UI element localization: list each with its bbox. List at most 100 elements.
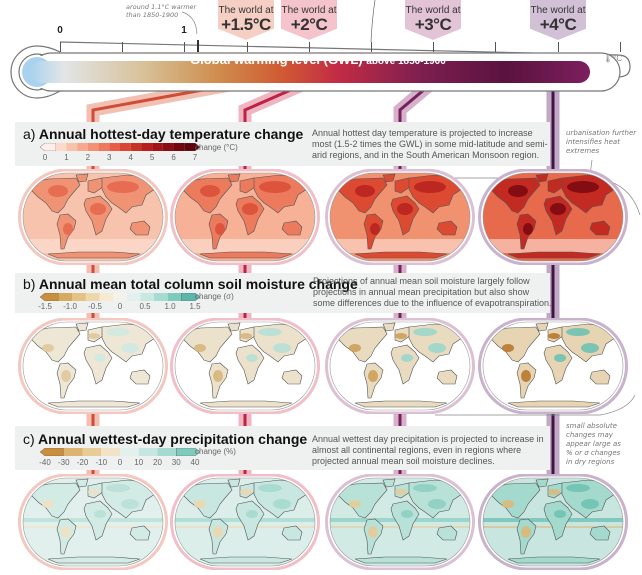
colorbar-swatch	[99, 293, 114, 301]
level-value: +4°C	[539, 15, 577, 34]
colorbar-precipitation	[40, 448, 200, 456]
colorbar-tick-label: 20	[153, 458, 162, 467]
colorbar-tick-labels: -40 -30 -20 -10 0 10 20 30 40	[39, 458, 199, 468]
panel-a-title: a) Annual hottest-day temperature change	[23, 126, 303, 142]
panel-title-text: Annual mean total column soil moisture c…	[38, 276, 358, 292]
colorbar-tick-labels: 0 1 2 3 4 5 6 7	[42, 153, 198, 163]
gwl-title: Global warming level (GWL) above 1850-19…	[190, 50, 446, 70]
colorbar-swatch	[130, 143, 142, 151]
dry-regions-note: small absolute changes may appear large …	[566, 422, 621, 466]
level-prefix: The world at	[281, 5, 337, 16]
map-b-+3°C	[325, 317, 475, 415]
panel-c-header: c) Annual wettest-day precipitation chan…	[15, 426, 550, 470]
current-warming-marker	[197, 40, 199, 52]
level-value: +3°C	[414, 15, 452, 34]
colorbar-tick-label: 0	[42, 153, 48, 162]
colorbar-tick-label: 5	[149, 153, 155, 162]
current-warming-note: around 1.1°C warmer than 1850-1900	[126, 3, 197, 19]
thermometer-icon: 🌡︎°C	[603, 54, 623, 63]
colorbar-tick-label: -0.5	[88, 302, 102, 311]
colorbar-unit: change (%)	[195, 447, 236, 456]
colorbar-swatch	[126, 293, 141, 301]
colorbar-tick-label: -1.5	[38, 302, 52, 311]
colorbar-swatch	[63, 448, 83, 456]
colorbar-swatch	[138, 448, 158, 456]
level-value: +2°C	[290, 15, 328, 34]
map-b-+1.5°C	[18, 317, 168, 415]
colorbar-temperature	[40, 143, 200, 151]
colorbar-swatch	[140, 293, 155, 301]
colorbar-unit: change (σ)	[195, 292, 234, 301]
gwl-subtitle: above 1850-1900	[366, 56, 446, 67]
colorbar-swatch	[87, 143, 99, 151]
colorbar-swatch	[154, 293, 168, 301]
map-a-+4°C	[478, 168, 628, 266]
colorbar-tick-label: 30	[171, 458, 181, 467]
colorbar-swatch	[176, 448, 200, 456]
colorbar-swatches	[40, 448, 200, 456]
colorbar-tick-labels: -1.5 -1.0 -0.5 0 0.5 1.0 1.5	[38, 302, 200, 312]
level-box-3: The world at +3°C	[405, 0, 461, 40]
gwl-tick	[308, 42, 310, 52]
colorbar-swatch	[98, 143, 110, 151]
colorbar-tick-label: 10	[134, 458, 144, 467]
colorbar-soil-moisture	[40, 293, 200, 301]
gwl-tick	[60, 42, 61, 52]
colorbar-tick-label: -20	[76, 458, 89, 467]
panel-b-title: b) Annual mean total column soil moistur…	[23, 276, 358, 292]
colorbar-tick-label: -40	[39, 458, 51, 467]
panel-title-text: Annual hottest-day temperature change	[38, 126, 304, 142]
colorbar-swatch	[55, 143, 67, 151]
map-a-+1.5°C	[18, 168, 168, 266]
gwl-tick	[557, 42, 559, 52]
colorbar-swatch	[101, 448, 120, 456]
panel-a-header: a) Annual hottest-day temperature change…	[15, 122, 550, 166]
colorbar-tick-label: -1.0	[63, 302, 77, 311]
colorbar-swatch	[120, 448, 139, 456]
panel-letter: a)	[23, 126, 36, 142]
colorbar-swatch	[173, 143, 185, 151]
urbanisation-note: urbanisation further intensifies heat ex…	[566, 129, 637, 155]
colorbar-swatch	[66, 143, 78, 151]
colorbar-tick-label: 0	[117, 302, 123, 311]
panel-c-description: Annual wettest day precipitation is proj…	[312, 434, 544, 466]
colorbar-tick-label: 40	[190, 458, 200, 467]
map-a-+3°C	[325, 168, 475, 266]
colorbar-tick-label: 6	[171, 153, 176, 162]
colorbar-swatches	[40, 143, 200, 151]
gwl-tick	[122, 42, 124, 52]
colorbar-swatch	[77, 143, 88, 151]
level-box-2: The world at +2°C	[281, 0, 337, 40]
colorbar-swatch	[109, 143, 120, 151]
colorbar-swatches	[40, 293, 200, 301]
colorbar-tick-label: 0	[117, 458, 123, 467]
colorbar-tick-label: 0.5	[139, 302, 151, 311]
colorbar-unit: change (°C)	[195, 143, 238, 152]
colorbar-swatch	[72, 293, 86, 301]
colorbar-tick-label: 4	[128, 153, 133, 162]
colorbar-swatch	[162, 143, 174, 151]
gwl-gradient-bar	[30, 61, 590, 83]
gwl-tick	[495, 42, 497, 52]
level-prefix: The world at	[405, 5, 461, 16]
colorbar-swatch	[58, 293, 73, 301]
panel-letter: c)	[23, 431, 35, 447]
gwl-tick	[246, 42, 248, 52]
colorbar-swatch	[167, 293, 182, 301]
level-box-1.5: The world at +1.5°C	[218, 0, 274, 40]
colorbar-swatch	[82, 448, 102, 456]
gwl-thermometer	[10, 41, 631, 99]
tick-label-1: 1	[181, 25, 187, 36]
colorbar-tick-label: 7	[192, 153, 198, 162]
colorbar-swatch	[152, 143, 163, 151]
map-a-+2°C	[170, 168, 320, 266]
colorbar-swatch	[181, 293, 200, 301]
map-b-+2°C	[170, 317, 320, 415]
panel-b-description: Projections of annual mean soil moisture…	[313, 276, 552, 308]
colorbar-tick-label: 1.0	[164, 302, 176, 311]
gwl-tick	[184, 42, 186, 52]
gwl-tick	[619, 42, 621, 52]
colorbar-tick-label: -10	[95, 458, 108, 467]
colorbar-swatch	[120, 143, 131, 151]
map-c-+4°C	[478, 473, 628, 571]
